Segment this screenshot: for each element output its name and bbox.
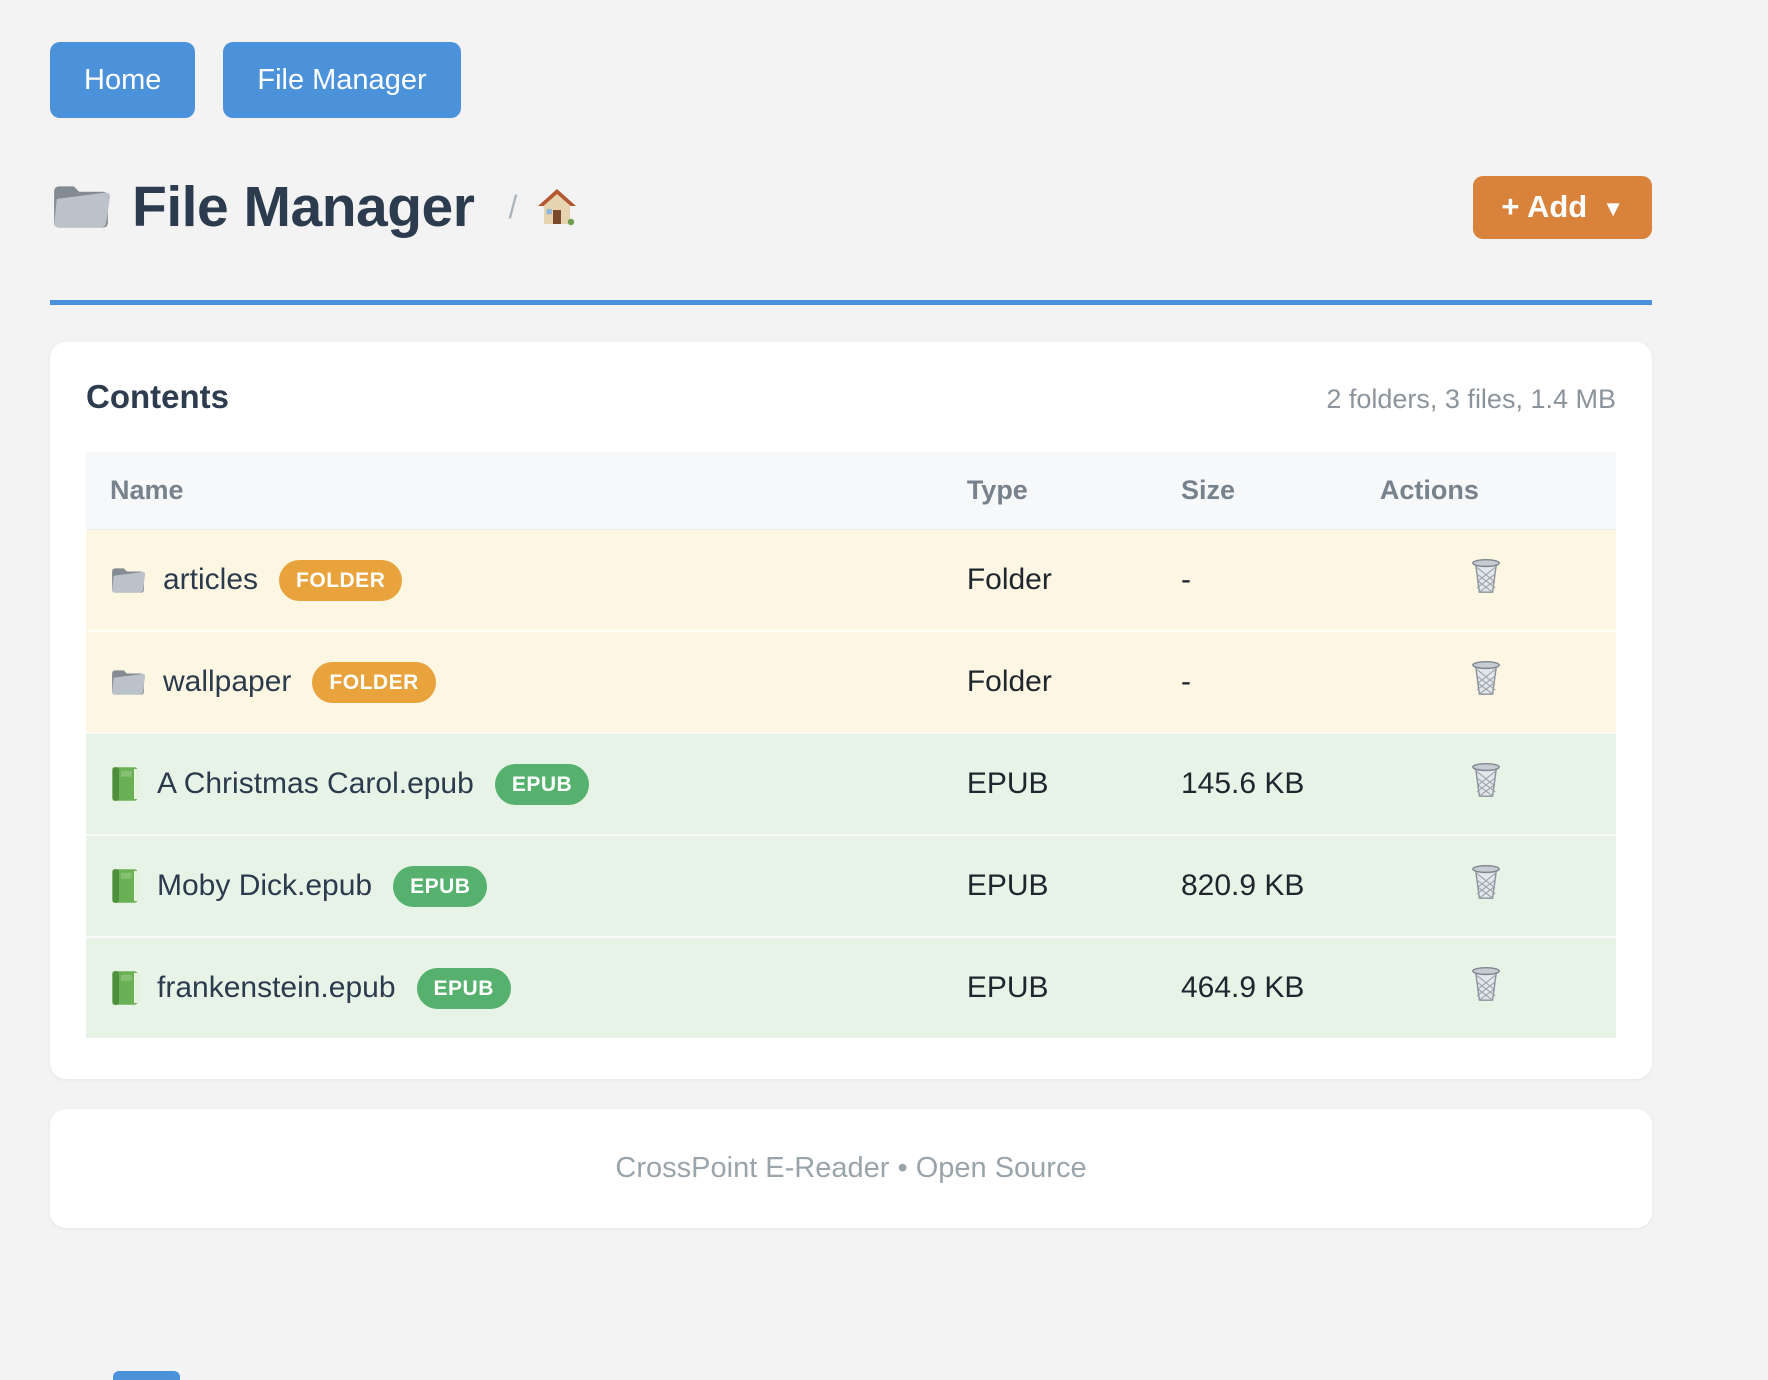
book-icon [110, 970, 140, 1006]
home-icon[interactable] [537, 188, 577, 226]
trash-icon [1470, 966, 1502, 1002]
footer-text: CrossPoint E-Reader • Open Source [615, 1152, 1087, 1184]
file-type: Folder [966, 665, 1052, 698]
breadcrumb-separator: / [508, 188, 518, 225]
book-icon [110, 766, 140, 802]
top-navigation: Home File Manager [50, 42, 1652, 118]
table-row[interactable]: Moby Dick.epub EPUB EPUB 820.9 KB [86, 835, 1616, 937]
file-name[interactable]: wallpaper [163, 665, 292, 698]
table-header-row: Name Type Size Actions [86, 452, 1616, 530]
column-header-name: Name [86, 452, 943, 530]
column-header-actions: Actions [1355, 452, 1616, 530]
file-name[interactable]: frankenstein.epub [157, 971, 396, 1004]
table-row[interactable]: articles FOLDER Folder - [86, 529, 1616, 631]
add-button[interactable]: + Add ▼ [1473, 175, 1652, 239]
folder-icon [50, 181, 112, 233]
file-size: 464.9 KB [1181, 971, 1305, 1004]
file-type: EPUB [966, 869, 1049, 902]
caret-down-icon: ▼ [1602, 195, 1624, 221]
folder-icon [110, 667, 146, 698]
column-header-size: Size [1157, 452, 1356, 530]
delete-button[interactable] [1470, 660, 1502, 696]
table-row[interactable]: A Christmas Carol.epub EPUB EPUB 145.6 K… [86, 733, 1616, 835]
file-size: 145.6 KB [1181, 767, 1305, 800]
trash-icon [1470, 660, 1502, 696]
file-name[interactable]: A Christmas Carol.epub [157, 767, 474, 800]
title-group: File Manager / [50, 174, 577, 240]
file-type: EPUB [966, 767, 1049, 800]
title-divider [50, 300, 1652, 305]
type-badge: EPUB [393, 865, 488, 907]
delete-button[interactable] [1470, 864, 1502, 900]
file-type: EPUB [966, 971, 1049, 1004]
trash-icon [1470, 762, 1502, 798]
file-name[interactable]: articles [163, 563, 259, 596]
book-icon [110, 868, 140, 904]
delete-button[interactable] [1470, 762, 1502, 798]
file-name[interactable]: Moby Dick.epub [157, 869, 373, 902]
contents-card-header: Contents 2 folders, 3 files, 1.4 MB [86, 378, 1616, 416]
table-row[interactable]: frankenstein.epub EPUB EPUB 464.9 KB [86, 937, 1616, 1038]
page-header: File Manager / + Add ▼ [50, 174, 1652, 240]
nav-home-button[interactable]: Home [50, 42, 196, 118]
nav-file-manager-button[interactable]: File Manager [223, 42, 461, 118]
type-badge: EPUB [416, 967, 511, 1009]
partial-bottom-button[interactable] [113, 1371, 180, 1380]
type-badge: EPUB [494, 763, 590, 805]
table-row[interactable]: wallpaper FOLDER Folder - [86, 631, 1616, 733]
file-size: 820.9 KB [1181, 869, 1305, 902]
contents-summary: 2 folders, 3 files, 1.4 MB [1326, 384, 1616, 414]
file-size: - [1181, 563, 1191, 596]
type-badge: FOLDER [312, 661, 436, 703]
delete-button[interactable] [1470, 558, 1502, 594]
footer: CrossPoint E-Reader • Open Source [50, 1109, 1652, 1228]
add-button-label: + Add [1501, 189, 1588, 224]
trash-icon [1470, 558, 1502, 594]
contents-heading: Contents [86, 378, 229, 415]
folder-icon [110, 565, 146, 596]
file-type: Folder [966, 563, 1052, 596]
page-title: File Manager [132, 175, 475, 239]
type-badge: FOLDER [279, 559, 403, 601]
file-size: - [1181, 665, 1191, 698]
delete-button[interactable] [1470, 966, 1502, 1002]
page: Home File Manager File Manager / [50, 42, 1652, 1228]
column-header-type: Type [942, 452, 1157, 530]
trash-icon [1470, 864, 1502, 900]
contents-card: Contents 2 folders, 3 files, 1.4 MB Name… [50, 342, 1652, 1079]
files-table: Name Type Size Actions [86, 452, 1616, 1038]
